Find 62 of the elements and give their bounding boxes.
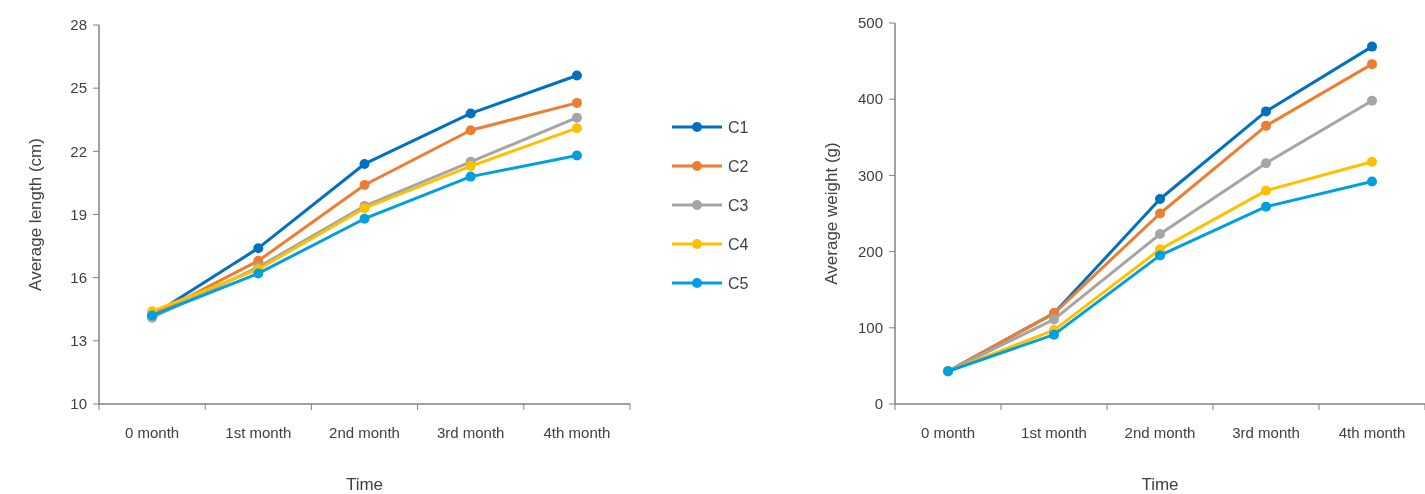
- y-axis-title: Average weight (g): [822, 142, 841, 285]
- x-tick-label: 1st month: [1021, 424, 1087, 441]
- point: [359, 213, 370, 224]
- point: [1367, 41, 1377, 52]
- point: [571, 70, 582, 81]
- legend-label: C3: [728, 196, 749, 214]
- legend-label: C2: [728, 157, 749, 175]
- y-tick-label: 400: [857, 90, 883, 108]
- point: [1155, 229, 1165, 240]
- point: [465, 108, 476, 119]
- x-tick-label: 0 month: [920, 424, 976, 441]
- x-tick-label: 3rd month: [1232, 424, 1300, 441]
- point: [1367, 95, 1377, 106]
- y-tick-label: 19: [70, 205, 87, 223]
- y-tick-label: 16: [70, 268, 87, 286]
- point: [253, 268, 264, 279]
- point: [571, 112, 582, 123]
- point: [359, 180, 370, 191]
- y-tick-label: 100: [857, 319, 883, 337]
- y-tick-label: 22: [70, 142, 87, 160]
- point: [1155, 250, 1165, 261]
- point: [571, 150, 582, 161]
- y-tick-label: 10: [70, 395, 87, 413]
- legend-label: C1: [728, 118, 749, 136]
- point: [1367, 59, 1377, 70]
- x-tick-label: 2nd month: [329, 424, 400, 441]
- y-tick-label: 500: [857, 14, 883, 32]
- x-axis-title: Time: [1141, 475, 1179, 494]
- point: [1367, 156, 1377, 167]
- point: [253, 243, 264, 254]
- point: [1261, 185, 1271, 196]
- point: [1049, 329, 1059, 340]
- y-tick-label: 300: [857, 166, 883, 184]
- legend-label: C4: [728, 235, 749, 253]
- legend-label: C5: [728, 274, 749, 292]
- point: [465, 161, 476, 172]
- y-axis-title: Average length (cm): [26, 138, 45, 291]
- y-tick-label: 0: [874, 395, 883, 413]
- x-axis-title: Time: [345, 475, 384, 494]
- x-tick-label: 3rd month: [436, 424, 505, 441]
- point: [1261, 106, 1271, 117]
- point: [1261, 120, 1271, 131]
- point: [571, 97, 582, 108]
- point: [359, 158, 370, 169]
- point: [1155, 194, 1165, 205]
- point: [1155, 208, 1165, 219]
- x-tick-label: 0 month: [125, 424, 180, 441]
- x-tick-label: 4th month: [543, 424, 611, 441]
- y-tick-label: 28: [70, 16, 87, 34]
- x-tick-label: 4th month: [1338, 424, 1406, 441]
- point: [571, 123, 582, 134]
- x-tick-label: 2nd month: [1124, 424, 1196, 441]
- point: [1367, 176, 1377, 187]
- point: [1049, 314, 1059, 325]
- y-tick-label: 13: [70, 332, 87, 350]
- point: [1261, 158, 1271, 169]
- point: [465, 171, 476, 182]
- x-tick-label: 1st month: [225, 424, 292, 441]
- y-tick-label: 200: [857, 242, 883, 260]
- point: [1261, 201, 1271, 212]
- y-tick-label: 25: [70, 79, 87, 97]
- point: [465, 125, 476, 136]
